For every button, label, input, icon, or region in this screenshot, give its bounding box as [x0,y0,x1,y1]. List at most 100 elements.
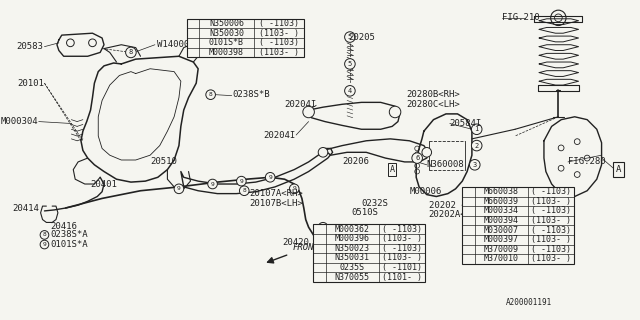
Bar [314,224,425,282]
Text: A200001191: A200001191 [506,298,552,307]
Circle shape [266,172,275,182]
Text: ( -1103): ( -1103) [531,187,571,196]
Text: 8: 8 [243,188,246,193]
Text: N350006: N350006 [209,19,244,28]
Text: 20202A<LH>: 20202A<LH> [429,210,483,219]
Text: M000362: M000362 [335,225,370,234]
Text: (1103- ): (1103- ) [531,197,571,206]
Text: ( -1103): ( -1103) [259,38,299,47]
Text: 20583: 20583 [17,42,44,51]
Circle shape [465,246,472,253]
Text: FIG.210: FIG.210 [502,13,540,22]
Text: 1: 1 [466,187,471,196]
Circle shape [40,231,49,239]
Text: (1101- ): (1101- ) [382,273,422,282]
Text: N370055: N370055 [335,273,370,282]
Text: 0235S: 0235S [340,263,365,272]
Text: 20107B<LH>: 20107B<LH> [249,199,303,208]
Text: N350030: N350030 [209,29,244,38]
Text: M000398: M000398 [209,48,244,57]
Circle shape [316,264,323,271]
Text: N360008: N360008 [427,160,465,169]
Text: ( -1101): ( -1101) [382,263,422,272]
Text: M660038: M660038 [484,187,518,196]
Text: 6: 6 [415,155,419,161]
Text: A: A [616,165,621,174]
Circle shape [125,47,136,58]
Text: 8: 8 [129,49,133,55]
Text: M00006: M00006 [410,187,442,196]
Text: M660039: M660039 [484,197,518,206]
Bar [462,187,573,264]
Text: 9: 9 [268,175,272,180]
Circle shape [472,124,482,134]
Text: ( -1103): ( -1103) [531,226,571,235]
Circle shape [389,106,401,118]
Text: 20206: 20206 [342,157,369,166]
Text: 20205: 20205 [348,33,375,42]
Text: 4: 4 [466,245,471,254]
Text: FIG.280: FIG.280 [568,157,605,166]
Text: ( -1103): ( -1103) [259,19,299,28]
Circle shape [189,39,196,46]
Text: 8: 8 [43,232,46,237]
Circle shape [208,179,218,189]
Text: 8: 8 [209,92,212,97]
Text: 3: 3 [473,162,477,168]
Circle shape [465,227,472,234]
Text: (1103- ): (1103- ) [259,48,299,57]
Text: 20414: 20414 [12,204,38,212]
Circle shape [316,245,323,252]
Text: M030007: M030007 [484,226,518,235]
Circle shape [206,90,216,100]
Text: 0232S: 0232S [362,199,388,208]
Text: 0238S*A: 0238S*A [50,230,88,239]
Text: 20280B<RH>: 20280B<RH> [406,90,460,99]
Circle shape [472,140,482,151]
Text: ( -1103): ( -1103) [382,244,422,253]
Circle shape [237,176,246,186]
Text: 6: 6 [317,244,322,253]
Circle shape [40,240,49,249]
Circle shape [303,106,314,118]
Text: 8: 8 [191,19,195,28]
Text: 20204I: 20204I [284,100,316,109]
Circle shape [465,207,472,214]
Text: M000396: M000396 [335,234,370,243]
Bar [187,19,304,57]
Circle shape [89,39,97,47]
Text: 20420: 20420 [283,238,310,247]
Text: 20510: 20510 [150,157,177,166]
Text: 9: 9 [43,242,46,247]
Circle shape [318,222,328,232]
Circle shape [67,39,74,47]
Circle shape [239,186,249,196]
Text: 20280C<LH>: 20280C<LH> [406,100,460,109]
Text: M370010: M370010 [484,254,518,263]
Circle shape [174,184,184,194]
Text: B: B [317,244,322,253]
Circle shape [318,148,328,157]
Text: 5: 5 [348,34,352,40]
Circle shape [289,184,299,194]
Text: 9: 9 [177,186,181,191]
Text: 9: 9 [321,225,325,230]
Text: ( -1103): ( -1103) [531,206,571,215]
Text: 2: 2 [475,143,479,148]
Text: (1103- ): (1103- ) [382,253,422,262]
Text: 0510S: 0510S [352,208,379,217]
Text: (1103- ): (1103- ) [531,235,571,244]
Text: 9: 9 [191,38,195,47]
Text: A: A [390,165,395,174]
Text: 0101S*B: 0101S*B [209,38,244,47]
Text: FRONT: FRONT [292,243,319,252]
Text: M000304: M000304 [1,117,38,126]
Text: ( -1103): ( -1103) [382,225,422,234]
Text: ( -1103): ( -1103) [531,245,571,254]
Text: M000397: M000397 [484,235,518,244]
Text: 7: 7 [328,234,333,240]
Text: 20204I: 20204I [263,131,295,140]
Text: 20584I: 20584I [450,119,482,128]
Text: 4: 4 [348,88,352,94]
Circle shape [189,20,196,27]
